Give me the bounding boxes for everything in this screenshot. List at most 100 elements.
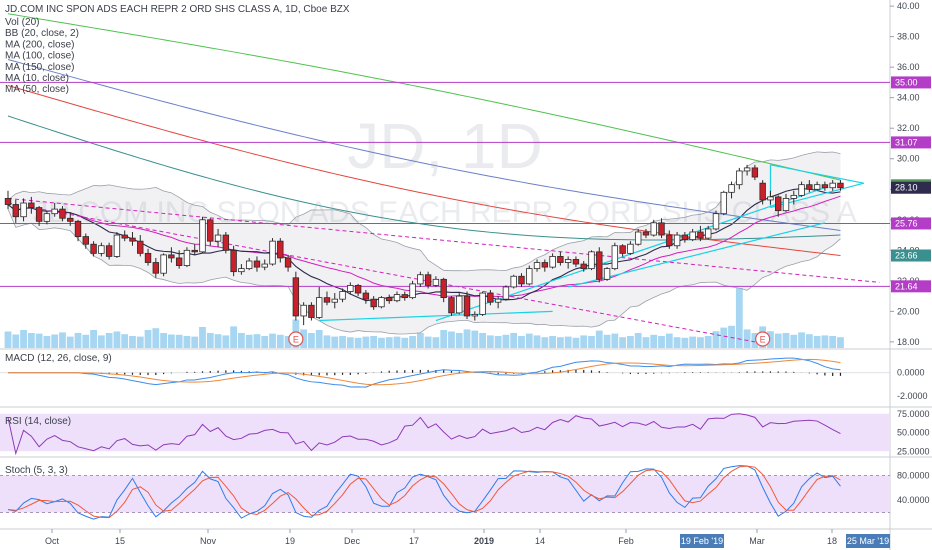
candle-body: [821, 184, 829, 189]
time-tick-label: 15: [115, 536, 125, 546]
candle-body: [557, 256, 564, 263]
candle: [144, 248, 152, 266]
volume-bar: [805, 334, 813, 348]
volume-bar: [432, 337, 440, 348]
volume-bar: [541, 337, 549, 348]
volume-bar: [199, 327, 206, 348]
ma150-line: [7, 84, 841, 257]
volume-bar: [494, 336, 502, 348]
candle: [782, 193, 790, 213]
stoch-tick-label: 80.0000: [897, 470, 930, 480]
price-tick-label: 18.00: [897, 337, 920, 347]
candle: [339, 288, 346, 303]
candle: [596, 247, 603, 283]
volume-bar: [704, 336, 712, 348]
volume-bar: [821, 335, 829, 348]
volume-bar: [642, 337, 650, 348]
candle: [759, 180, 766, 205]
earnings-marker-circle: [288, 331, 304, 347]
volume-bar: [665, 333, 673, 348]
candle-body: [424, 274, 432, 286]
candle: [300, 302, 307, 326]
ma200-line: [7, 13, 841, 181]
volume-bar: [774, 333, 782, 348]
watermark-ticker: JD, 1D: [347, 110, 543, 182]
volume-bar: [90, 330, 97, 348]
candle-body: [479, 292, 486, 315]
candle-body: [743, 167, 751, 172]
candle: [362, 290, 370, 304]
candle-body: [113, 234, 121, 257]
volume-bar: [502, 334, 510, 348]
volume-bar: [689, 336, 697, 348]
volume-bar: [74, 333, 82, 348]
candle-body: [736, 170, 743, 186]
candle: [347, 282, 354, 295]
volume-bar: [144, 330, 152, 348]
volume-bar: [681, 337, 689, 348]
volume-bar: [486, 335, 494, 348]
candle: [74, 219, 82, 242]
volume-bar: [385, 337, 393, 348]
candle: [720, 190, 727, 216]
volume-bar: [27, 333, 35, 348]
candle: [137, 235, 144, 257]
volume-bar: [455, 333, 463, 348]
candle-body: [782, 198, 790, 212]
candle: [28, 196, 35, 214]
candle-body: [790, 194, 797, 199]
candle-body: [401, 294, 408, 299]
candle: [798, 181, 805, 197]
candle: [627, 241, 634, 255]
price-tick-label: 40.00: [897, 1, 920, 11]
indicator-legend-item: MA (200, close): [5, 39, 74, 50]
level-price-label: 35.00: [891, 76, 931, 89]
candle-body: [564, 259, 572, 263]
candle-body: [658, 222, 665, 236]
candle-body: [331, 298, 338, 303]
rsi-title: RSI (14, close): [5, 416, 71, 427]
candle-body: [98, 245, 105, 254]
volume-bar: [238, 333, 245, 348]
indicator-legend-item: Vol (20): [5, 17, 39, 28]
volume-bar: [424, 336, 432, 348]
candle: [409, 280, 416, 300]
candle-body: [144, 252, 152, 263]
candle-body: [619, 245, 626, 254]
candle: [673, 232, 681, 249]
candle-body: [129, 237, 136, 242]
volume-bar: [129, 336, 136, 348]
volume-bar: [564, 336, 572, 348]
stoch-d-line: [7, 465, 841, 519]
candle-body: [35, 207, 43, 222]
volume-bar: [650, 334, 658, 348]
volume-bar: [331, 336, 339, 348]
candle: [487, 290, 494, 306]
volume-bar: [308, 333, 315, 348]
candle: [806, 180, 813, 193]
volume-bar: [837, 337, 844, 348]
volume-bar: [572, 337, 580, 348]
candle: [790, 190, 797, 205]
candle: [564, 256, 572, 269]
volume-bar: [829, 336, 837, 348]
volume-bar: [782, 333, 790, 348]
volume-bar: [12, 334, 20, 348]
candle: [129, 232, 136, 246]
candle: [67, 212, 74, 226]
volume-bar: [697, 337, 704, 348]
candle-body: [277, 240, 284, 259]
candle-body: [518, 275, 525, 285]
candle: [494, 296, 502, 309]
price-tick-label: 30.00: [897, 154, 920, 164]
candle: [611, 242, 619, 271]
candle-body: [43, 213, 51, 222]
candle-body: [339, 291, 346, 300]
rsi-tick-label: 50.0000: [897, 428, 930, 438]
volume-bar: [735, 288, 743, 348]
level-price-label: 21.64: [891, 280, 931, 293]
level-label-bg: [891, 136, 931, 149]
trend-line-channel: [568, 222, 826, 288]
indicator-legend-item: MA (50, close): [5, 84, 69, 95]
